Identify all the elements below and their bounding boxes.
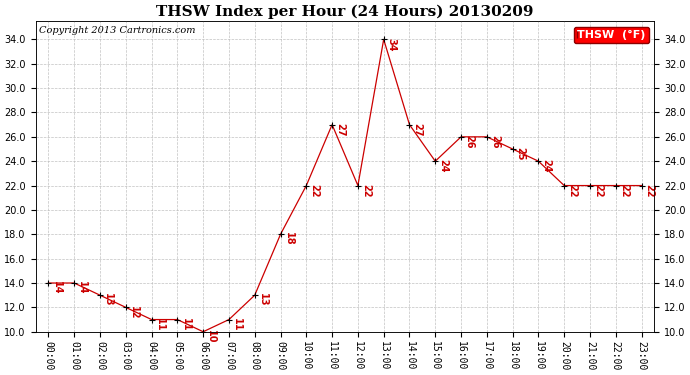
Text: 27: 27 bbox=[413, 123, 422, 136]
Text: 13: 13 bbox=[103, 293, 113, 307]
Text: 13: 13 bbox=[258, 293, 268, 307]
Text: 11: 11 bbox=[155, 318, 165, 331]
Text: 22: 22 bbox=[309, 184, 319, 197]
Text: 10: 10 bbox=[206, 330, 216, 344]
Text: 22: 22 bbox=[619, 184, 629, 197]
Text: 11: 11 bbox=[232, 318, 242, 331]
Text: 22: 22 bbox=[361, 184, 371, 197]
Text: 24: 24 bbox=[438, 159, 449, 173]
Text: 26: 26 bbox=[490, 135, 500, 148]
Text: 22: 22 bbox=[644, 184, 655, 197]
Text: 11: 11 bbox=[181, 318, 190, 331]
Text: 22: 22 bbox=[593, 184, 603, 197]
Text: 27: 27 bbox=[335, 123, 345, 136]
Text: 25: 25 bbox=[515, 147, 526, 161]
Legend: THSW  (°F): THSW (°F) bbox=[574, 27, 649, 44]
Text: 14: 14 bbox=[77, 281, 88, 295]
Text: Copyright 2013 Cartronics.com: Copyright 2013 Cartronics.com bbox=[39, 26, 195, 35]
Title: THSW Index per Hour (24 Hours) 20130209: THSW Index per Hour (24 Hours) 20130209 bbox=[156, 4, 534, 18]
Text: 26: 26 bbox=[464, 135, 474, 148]
Text: 34: 34 bbox=[387, 38, 397, 51]
Text: 24: 24 bbox=[542, 159, 551, 173]
Text: 12: 12 bbox=[129, 306, 139, 319]
Text: 22: 22 bbox=[567, 184, 578, 197]
Text: 18: 18 bbox=[284, 232, 294, 246]
Text: 14: 14 bbox=[52, 281, 61, 295]
